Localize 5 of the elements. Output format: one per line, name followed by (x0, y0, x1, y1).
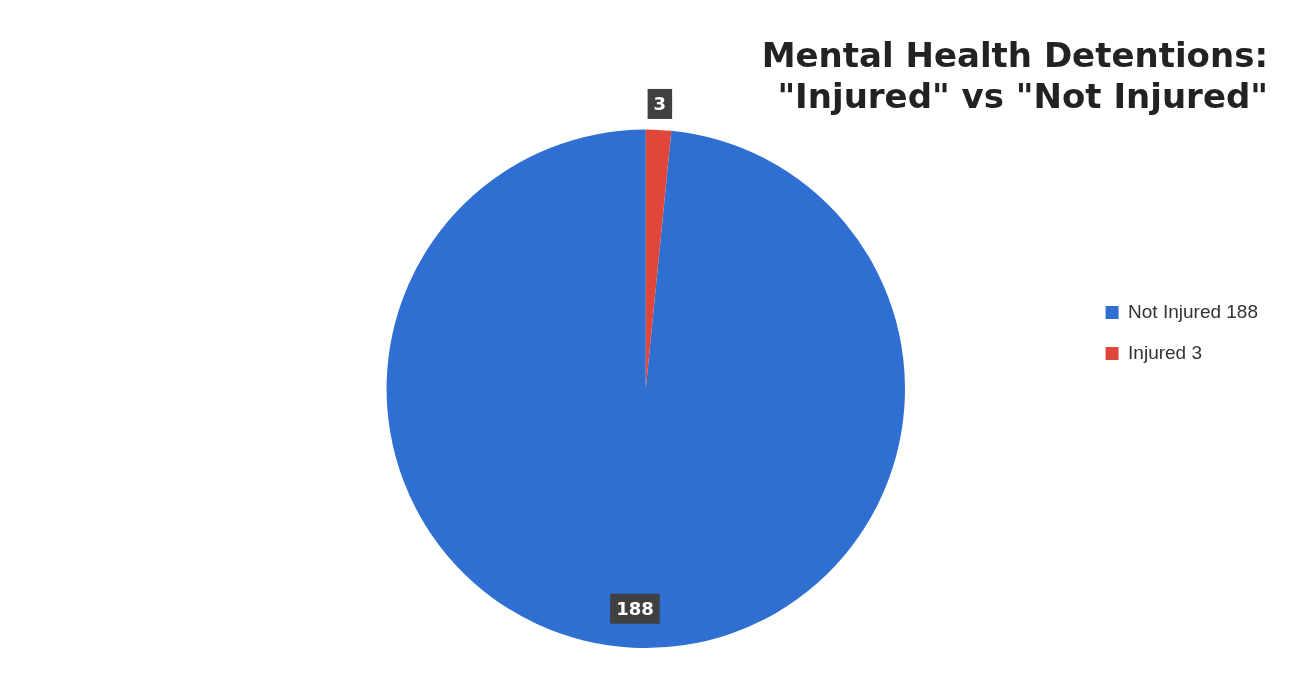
chart-title: Mental Health Detentions: "Injured" vs "Not Injured" (761, 35, 1268, 117)
legend-label: Not Injured 188 (1128, 300, 1258, 322)
data-label: 188 (616, 597, 654, 619)
data-label: 3 (653, 92, 667, 114)
legend-label: Injured 3 (1128, 341, 1203, 363)
